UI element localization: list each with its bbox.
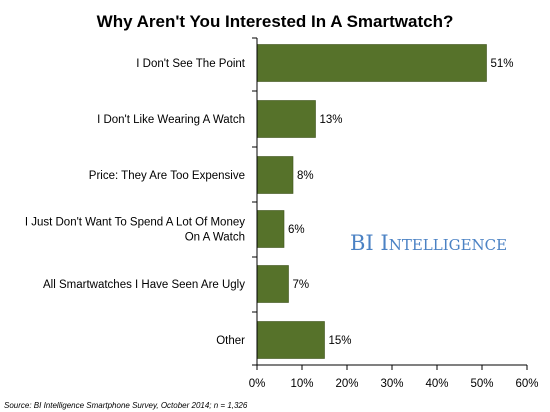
category-label: I Don't Like Wearing A Watch [97,114,245,126]
x-tick-label: 60% [515,378,538,390]
x-tick-label: 50% [470,378,493,390]
x-tick-label: 10% [290,378,313,390]
bi-intelligence-watermark: BI INTELLIGENCE [350,231,507,255]
value-label: 15% [329,335,352,347]
x-axis: 0% 10% 20% 30% 40% 50% 60% [249,37,539,390]
x-tick-label: 20% [335,378,358,390]
category-label: I Don't See The Point [136,58,246,70]
x-tick-label: 0% [249,378,266,390]
value-label: 7% [293,279,310,291]
bars-layer: 51% I Don't See The Point 13% I Don't Like … [25,44,514,359]
bar [256,265,289,303]
value-label: 6% [288,224,305,236]
bar [256,156,294,194]
category-label: Price: They Are Too Expensive [89,170,245,182]
bar [256,100,316,138]
value-label: 51% [491,58,514,70]
value-label: 8% [297,170,314,182]
bar [256,321,325,359]
value-label: 13% [320,114,343,126]
source-note: Source: BI Intelligence Smartphone Surve… [4,401,248,410]
category-label: Other [216,335,245,347]
category-label: All Smartwatches I Have Seen Are Ugly [43,279,245,291]
x-tick-label: 40% [425,378,448,390]
category-label: I Just Don't Want To Spend A Lot Of Mone… [25,217,245,244]
bar [256,210,285,248]
x-tick-label: 30% [380,378,403,390]
bar [256,44,487,82]
chart-title: Why Aren't You Interested In A Smartwatc… [97,12,454,31]
